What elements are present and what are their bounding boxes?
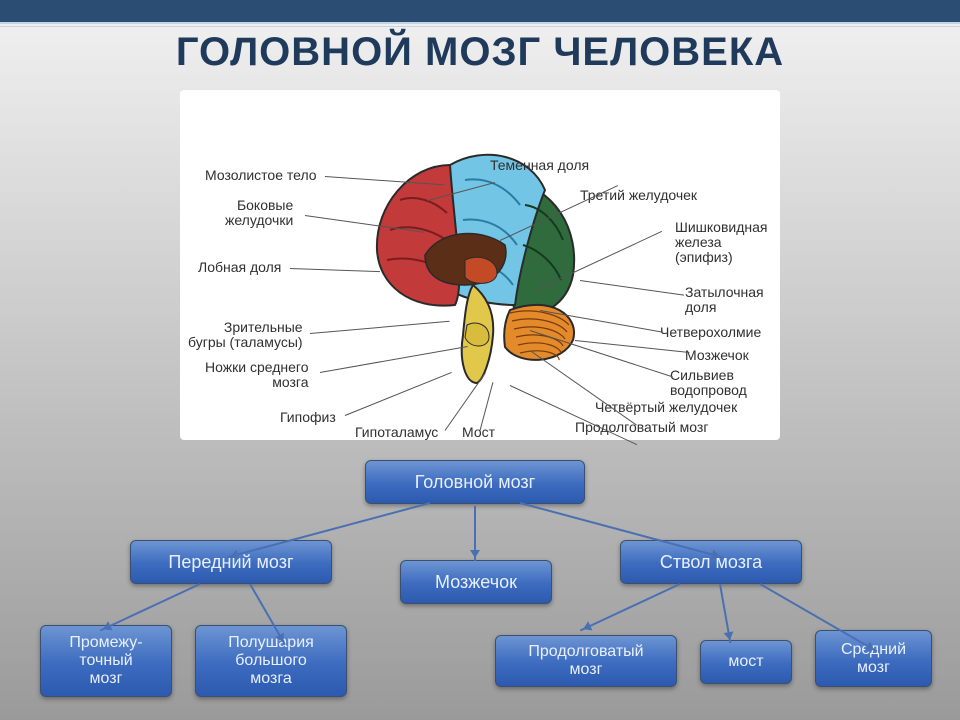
brain-label: Мост [462, 425, 495, 440]
flow-node: Продолговатый мозг [495, 635, 677, 687]
brain-label: Четверохолмие [660, 325, 761, 340]
brain-label: Четвёртый желудочек [595, 400, 737, 415]
flow-node: Мозжечок [400, 560, 552, 604]
brain-label: Гипоталамус [355, 425, 438, 440]
slide: ГОЛОВНОЙ МОЗГ ЧЕЛОВЕКА Мозолистое тело Бо… [0, 0, 960, 720]
title-underline [0, 22, 960, 27]
leader-line [510, 385, 637, 445]
brain-label: Затылочная доля [685, 285, 764, 315]
flow-node: Передний мозг [130, 540, 332, 584]
brain-label: Сильвиев водопровод [670, 368, 747, 398]
flow-node: Ствол мозга [620, 540, 802, 584]
brain-label: Мозжечок [685, 348, 749, 363]
flow-arrow [580, 583, 681, 631]
brain-label: Мозолистое тело [205, 168, 317, 183]
flow-node: Полушария большого мозга [195, 625, 347, 697]
page-title: ГОЛОВНОЙ МОЗГ ЧЕЛОВЕКА [0, 30, 960, 75]
flow-node: Головной мозг [365, 460, 585, 504]
brain-label: Зрительные бугры (таламусы) [188, 320, 303, 350]
brain-label: Ножки среднего мозга [205, 360, 308, 390]
flow-node: мост [700, 640, 792, 684]
top-bar [0, 0, 960, 22]
brain-label: Гипофиз [280, 410, 336, 425]
brain-label: Боковые желудочки [225, 198, 293, 228]
flow-node: Промежу- точный мозг [40, 625, 172, 697]
brain-label: Лобная доля [198, 260, 281, 275]
flow-arrow [474, 506, 476, 561]
brain-label: Теменная доля [490, 158, 589, 173]
flow-arrow [719, 584, 731, 643]
brain-label: Шишковидная железа (эпифиз) [675, 220, 767, 265]
brain-diagram-box: Мозолистое тело Боковые желудочки Лобная д… [180, 90, 780, 440]
brain-label: Продолговатый мозг [575, 420, 708, 435]
flow-node: Средний мозг [815, 630, 932, 687]
